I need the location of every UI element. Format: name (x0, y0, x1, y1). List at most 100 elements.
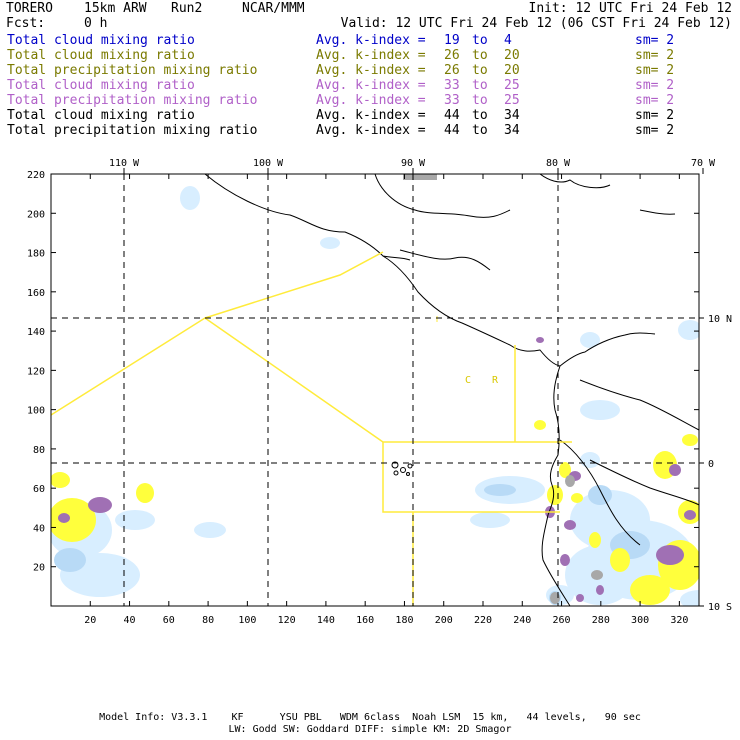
legend-avg-label: Avg. k-index = (316, 78, 426, 93)
y-tick-label: 220 (27, 170, 45, 181)
legend-field-label: Total cloud mixing ratio (7, 108, 195, 123)
lon-tick-marks (123, 168, 704, 607)
plot-frame (50, 173, 700, 607)
y-tick-label: 180 (27, 249, 45, 260)
lat-label: 10 S (708, 602, 732, 613)
legend-to-label: to (472, 33, 488, 48)
legend-row: Total cloud mixing ratio Avg. k-index = 33… (7, 78, 687, 93)
x-tick-label: 200 (435, 615, 453, 626)
y-tick-label: 20 (33, 563, 45, 574)
header-org: NCAR/MMM (242, 1, 305, 16)
x-tick-marks (89, 174, 680, 606)
legend-avg-label: Avg. k-index = (316, 108, 426, 123)
legend-k-start: 33 (444, 93, 460, 108)
legend-k-end: 25 (504, 93, 520, 108)
legend-row: Total precipitation mixing ratio Avg. k-i… (7, 123, 687, 138)
x-tick-label: 80 (202, 615, 214, 626)
x-tick-label: 160 (356, 615, 374, 626)
x-tick-label: 320 (670, 615, 688, 626)
cloud-field-mid (54, 484, 650, 605)
legend-smoothing: sm= 2 (635, 48, 675, 63)
legend-k-start: 33 (444, 78, 460, 93)
legend-k-start: 44 (444, 123, 460, 138)
x-tick-label: 260 (553, 615, 571, 626)
x-tick-label: 180 (395, 615, 413, 626)
y-tick-label: 140 (27, 327, 45, 338)
footer-model-info: Model Info: V3.3.1 KF YSU PBL WDM 6class… (99, 712, 641, 723)
lon-label: 70 W (691, 158, 716, 169)
legend-field-label: Total cloud mixing ratio (7, 33, 195, 48)
legend-k-end: 25 (504, 78, 520, 93)
legend-to-label: to (472, 63, 488, 78)
legend-smoothing: sm= 2 (635, 33, 675, 48)
legend-k-end: 34 (504, 123, 520, 138)
y-tick-label: 160 (27, 288, 45, 299)
y-tick-label: 60 (33, 484, 45, 495)
x-tick-label: 60 (163, 615, 175, 626)
legend-k-start: 26 (444, 48, 460, 63)
legend-avg-label: Avg. k-index = (316, 63, 426, 78)
lon-label: 110 W (109, 158, 140, 169)
header-valid: Valid: 12 UTC Fri 24 Feb 12 (06 CST Fri … (340, 16, 732, 31)
x-tick-label: 40 (124, 615, 136, 626)
legend-row: Total cloud mixing ratio Avg. k-index = 19… (7, 33, 687, 48)
x-tick-label: 280 (592, 615, 610, 626)
legend-avg-label: Avg. k-index = (316, 123, 426, 138)
legend-avg-label: Avg. k-index = (316, 48, 426, 63)
domain-label-r: R (492, 375, 499, 386)
x-tick-label: 100 (238, 615, 256, 626)
header-fcst-label: Fcst: (6, 16, 46, 31)
legend-avg-label: Avg. k-index = (316, 33, 426, 48)
y-tick-label: 40 (33, 523, 45, 534)
legend-k-end: 20 (504, 48, 520, 63)
legend-row: Total precipitation mixing ratio Avg. k-i… (7, 93, 687, 108)
legend-to-label: to (472, 108, 488, 123)
legend-to-label: to (472, 123, 488, 138)
legend-field-label: Total precipitation mixing ratio (7, 123, 258, 138)
legend-row: Total precipitation mixing ratio Avg. k-i… (7, 63, 687, 78)
header-run: Run2 (171, 1, 203, 16)
lon-label: 80 W (546, 158, 571, 169)
x-tick-label: 240 (513, 615, 531, 626)
legend-row: Total cloud mixing ratio Avg. k-index = 26… (7, 48, 687, 63)
domain-label-c: C (465, 375, 471, 386)
galapagos-islands (391, 461, 413, 476)
legend-k-end: 34 (504, 108, 520, 123)
y-tick-label: 200 (27, 209, 45, 220)
legend-field-label: Total cloud mixing ratio (7, 48, 195, 63)
x-tick-label: 20 (84, 615, 96, 626)
header-model: TORERO (6, 1, 53, 16)
lon-label: 90 W (401, 158, 426, 169)
x-tick-label: 300 (631, 615, 649, 626)
x-tick-label: 220 (474, 615, 492, 626)
coastline (204, 174, 699, 606)
x-tick-label: 120 (278, 615, 296, 626)
header-init: Init: 12 UTC Fri 24 Feb 12 (528, 1, 733, 16)
latlon-grid (51, 174, 699, 606)
legend-field-label: Total precipitation mixing ratio (7, 93, 258, 108)
legend-field-label: Total cloud mixing ratio (7, 78, 195, 93)
y-tick-label: 120 (27, 366, 45, 377)
legend-row: Total cloud mixing ratio Avg. k-index = 44… (7, 108, 687, 123)
lat-label: 10 N (708, 314, 732, 325)
legend-avg-label: Avg. k-index = (316, 93, 426, 108)
legend-to-label: to (472, 93, 488, 108)
legend-k-start: 19 (444, 33, 460, 48)
y-tick-label: 80 (33, 445, 45, 456)
legend-k-start: 44 (444, 108, 460, 123)
legend-field-label: Total precipitation mixing ratio (7, 63, 258, 78)
x-tick-label: 140 (317, 615, 335, 626)
legend-smoothing: sm= 2 (635, 108, 675, 123)
y-tick-marks (51, 173, 699, 568)
gray-field (403, 174, 603, 604)
heavy-precip-field (58, 337, 696, 602)
lon-label: 100 W (253, 158, 284, 169)
y-tick-label: 100 (27, 406, 45, 417)
lat-label: 0 (708, 459, 714, 470)
legend-smoothing: sm= 2 (635, 78, 675, 93)
header-resolution: 15km ARW (84, 1, 147, 16)
legend-smoothing: sm= 2 (635, 63, 675, 78)
legend-k-end: 4 (504, 33, 512, 48)
legend-smoothing: sm= 2 (635, 93, 675, 108)
